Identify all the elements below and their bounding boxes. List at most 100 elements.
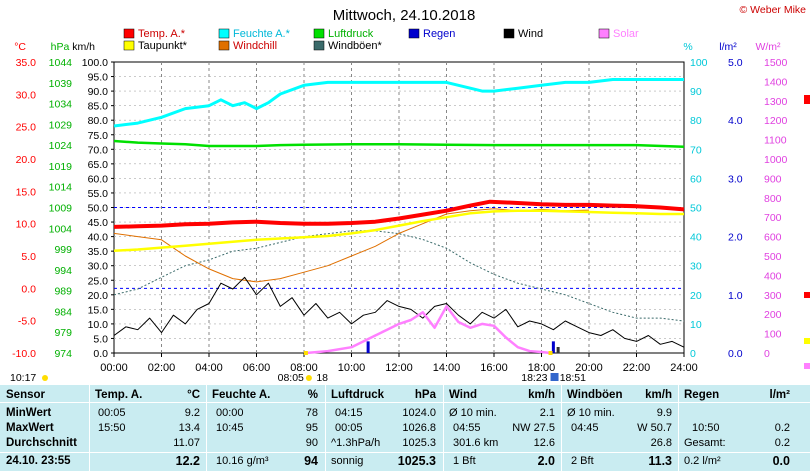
tick-label-solar: 300 (764, 290, 782, 302)
stats-divider (325, 385, 326, 471)
tick-label-pressure: 1014 (49, 182, 73, 194)
tick-label-humidity: 80 (690, 115, 702, 127)
tick-label-pressure: 979 (54, 327, 72, 339)
tick-label-temp: -5.0 (18, 316, 36, 328)
hdr-sensor: Sensor (6, 389, 45, 401)
tick-label-humidity: 100 (690, 57, 708, 69)
tick-label-solar: 600 (764, 232, 782, 244)
legend-swatch (598, 28, 610, 39)
tick-label-humidity: 20 (690, 290, 702, 302)
x-tick-label: 16:00 (480, 362, 508, 374)
tick-label-humidity: 90 (690, 86, 702, 98)
wind-value: 12.6 (533, 437, 555, 449)
tick-label-wind: 50.0 (88, 203, 109, 215)
legend-label: Regen (423, 28, 455, 40)
tick-label-humidity: 0 (690, 348, 696, 360)
gust-dir: W 50.7 (637, 422, 672, 434)
left-time: 10:17 (10, 372, 36, 384)
stats-row-max: MaxWert 15:50 13.4 10:45 95 00:05 1026.8… (0, 421, 810, 436)
wind-time: 04:55 (453, 422, 481, 434)
tick-label-solar: 400 (764, 270, 782, 282)
tick-label-rain: 5.0 (728, 57, 743, 69)
tick-label-humidity: 70 (690, 144, 702, 156)
tick-label-temp: 35.0 (16, 57, 37, 69)
tick-label-temp: 0.0 (21, 283, 36, 295)
x-tick-label: 02:00 (148, 362, 176, 374)
hum-value: 78 (305, 407, 318, 419)
stats-row-min: MinWert 00:05 9.2 00:00 78 04:15 1024.0 … (0, 406, 810, 421)
rain-label: Gesamt: (684, 437, 726, 449)
legend-swatch (218, 40, 230, 51)
hdr-press: Luftdruck (331, 389, 385, 401)
stats-divider (89, 385, 90, 471)
legend-swatch (218, 28, 230, 39)
day-start-marker (303, 351, 308, 355)
tick-label-solar: 0 (764, 348, 770, 360)
wind-dir: NW 27.5 (512, 422, 555, 434)
tick-label-wind: 85.0 (88, 101, 109, 113)
stats-divider (0, 452, 810, 453)
tick-label-solar: 1100 (764, 135, 787, 147)
rain-bar (551, 341, 555, 353)
tick-label-solar: 700 (764, 212, 782, 224)
tick-label-pressure: 1044 (49, 57, 73, 69)
tick-label-solar: 1200 (764, 115, 788, 127)
gust-value: 11.3 (648, 454, 672, 468)
hum-value: 90 (305, 437, 318, 449)
axis-unit-solar: W/m² (755, 41, 781, 53)
sunset-time: 18:23 (521, 372, 547, 384)
x-tick-label: 20:00 (575, 362, 603, 374)
tick-label-solar: 800 (764, 193, 782, 205)
credit-text: © Weber Mike (740, 4, 807, 16)
stats-row-current: 24.10. 23:55 12.2 10.16 g/m³ 94 sonnig 1… (0, 454, 810, 469)
tick-label-temp: 25.0 (16, 122, 37, 134)
tick-label-rain: 3.0 (728, 173, 743, 185)
row-label: Durchschnitt (6, 437, 77, 449)
weather-chart: Mittwoch, 24.10.2018 © Weber Mike Temp. … (10, 4, 810, 384)
hum-time: 10:45 (216, 422, 244, 434)
moon-icon (550, 373, 559, 381)
x-tick-label: 04:00 (195, 362, 223, 374)
x-tick-label: 06:00 (243, 362, 271, 374)
x-tick-label: 10:00 (338, 362, 366, 374)
stats-divider (443, 385, 444, 471)
legend-swatch (123, 28, 135, 39)
axis-units: °C hPa km/h% l/m² W/m² (14, 41, 781, 53)
axis-unit-humidity: % (683, 41, 692, 53)
tick-label-solar: 500 (764, 251, 782, 263)
tick-label-pressure: 974 (54, 348, 72, 360)
temp-time: 00:05 (98, 407, 126, 419)
series-line (113, 209, 684, 253)
legend-label: Temp. A.* (138, 28, 186, 40)
tick-label-solar: 900 (764, 173, 782, 185)
hdr-gust-unit: km/h (645, 389, 672, 401)
right-edge-mark-4 (804, 363, 810, 369)
tick-label-rain: 1.0 (728, 290, 743, 302)
legend-label: Solar (613, 28, 639, 40)
tick-label-solar: 200 (764, 309, 782, 321)
x-tick-label: 12:00 (385, 362, 413, 374)
rain-value: 0.2 (774, 437, 790, 449)
legend-label: Taupunkt* (138, 40, 188, 52)
press-trend: ^1.3hPa/h (331, 437, 381, 449)
wind-label: Ø 10 min. (449, 407, 497, 419)
gust-time: 04:45 (571, 422, 599, 434)
hum-abs: 10.16 g/m³ (216, 455, 269, 467)
legend-label: Windchill (233, 40, 277, 52)
tick-label-rain: 2.0 (728, 232, 743, 244)
stats-divider (206, 385, 207, 471)
tick-label-temp: 20.0 (16, 154, 37, 166)
sunrise-suffix: 18 (316, 372, 328, 384)
tick-label-humidity: 50 (690, 203, 702, 215)
tick-label-pressure: 1009 (49, 203, 73, 215)
night-marker (556, 347, 560, 353)
gust-value: 26.8 (650, 437, 672, 449)
x-tick-label: 18:00 (528, 362, 556, 374)
legend-swatch (503, 28, 515, 39)
rain-time: 10:50 (692, 422, 720, 434)
sunrise-icon (305, 375, 312, 381)
x-tick-label: 14:00 (433, 362, 461, 374)
tick-label-temp: 10.0 (16, 219, 37, 231)
x-tick-label: 00:00 (100, 362, 128, 374)
rain-value: 0.2 (774, 422, 790, 434)
